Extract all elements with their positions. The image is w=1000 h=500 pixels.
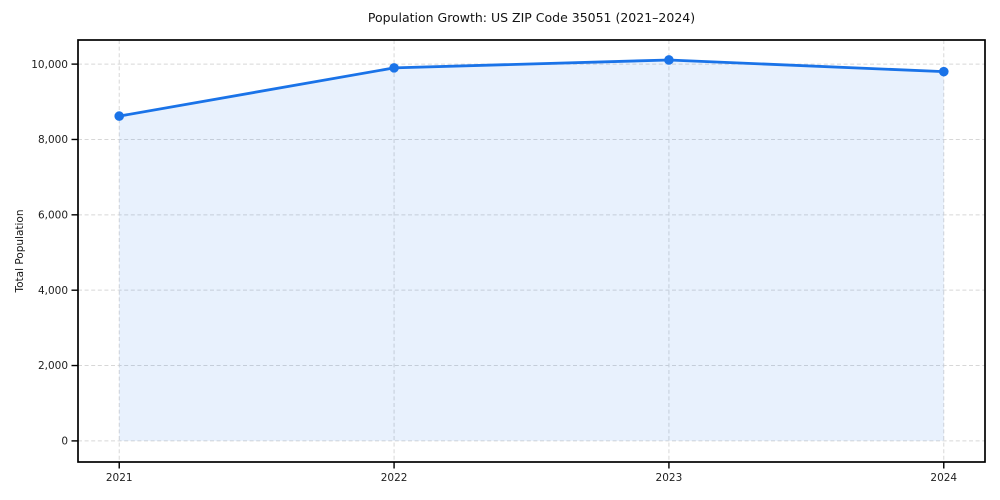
data-point-marker-2022 — [389, 63, 399, 73]
area-fill — [119, 59, 944, 441]
axes-spines — [77, 39, 986, 463]
y-tick-label: 0 — [61, 436, 68, 448]
x-tick-label: 2024 — [930, 472, 957, 484]
y-tick-label: 10,000 — [31, 59, 68, 71]
data-point-marker-2021 — [114, 111, 125, 121]
data-point-marker-2023 — [664, 55, 674, 65]
y-tick-label: 2,000 — [38, 360, 68, 372]
y-tick-label: 6,000 — [38, 210, 68, 222]
x-tick-label: 2023 — [656, 472, 683, 484]
data-point-marker-2024 — [938, 66, 949, 77]
x-tick-label: 2022 — [381, 472, 408, 484]
y-tick-label: 4,000 — [38, 285, 68, 297]
y-tick-label: 8,000 — [38, 134, 68, 146]
chart-title: Population Growth: US ZIP Code 35051 (20… — [367, 10, 696, 25]
trend-line — [117, 58, 946, 118]
x-tick-label: 2021 — [106, 472, 133, 484]
